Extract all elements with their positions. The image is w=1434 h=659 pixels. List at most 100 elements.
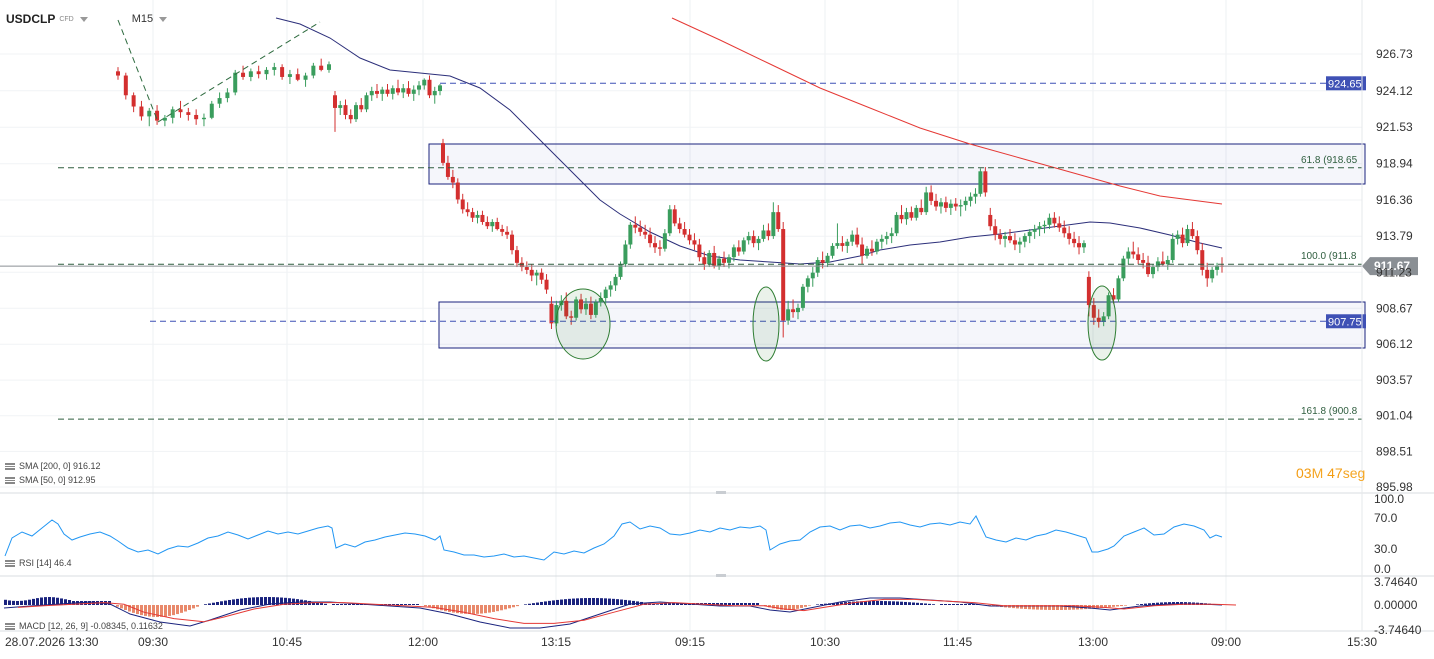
candle xyxy=(840,236,845,252)
candle-body xyxy=(934,200,939,207)
macd-axis-label: 0.00000 xyxy=(1374,598,1418,612)
indicator-settings-icon[interactable] xyxy=(5,622,15,630)
candle-body xyxy=(417,85,421,90)
candle xyxy=(534,269,539,286)
timeframe-selector[interactable]: M15 xyxy=(131,13,154,25)
candle-body xyxy=(209,103,214,118)
macd-histogram-bar xyxy=(1012,605,1015,609)
candle xyxy=(791,299,796,318)
candle xyxy=(643,224,648,239)
candle-body xyxy=(1037,226,1042,230)
candle-body xyxy=(865,248,870,256)
macd-histogram-bar xyxy=(852,601,855,605)
candle xyxy=(1072,231,1077,248)
candle-body xyxy=(929,192,934,201)
candle xyxy=(884,231,889,245)
macd-histogram-bar xyxy=(948,604,951,605)
symbol-dropdown-icon[interactable] xyxy=(79,16,88,22)
candle-body xyxy=(375,91,379,94)
candle xyxy=(830,243,835,259)
timeframe-dropdown-icon[interactable] xyxy=(159,16,168,22)
indicator-settings-icon[interactable] xyxy=(5,462,15,470)
candle xyxy=(359,98,364,113)
price-axis-label: 918.94 xyxy=(1376,157,1413,171)
candle-body xyxy=(1155,261,1160,268)
indicator-settings-icon[interactable] xyxy=(5,476,15,484)
candle xyxy=(909,206,914,221)
candle-body xyxy=(1215,265,1220,270)
candle-body xyxy=(1136,254,1141,261)
moving-averages-layer xyxy=(275,17,1223,265)
macd-histogram-bar xyxy=(1144,603,1147,605)
candle-body xyxy=(697,244,702,258)
macd-histogram-bar xyxy=(652,603,655,605)
candle-body xyxy=(287,74,292,77)
candle-body xyxy=(889,233,894,237)
candle xyxy=(505,226,510,239)
candle xyxy=(613,274,618,291)
macd-histogram-bar xyxy=(964,604,967,605)
candle xyxy=(1136,247,1141,265)
candle-body xyxy=(973,193,978,197)
candle xyxy=(731,244,736,262)
macd-histogram-bar xyxy=(1028,605,1031,610)
macd-histogram-bar xyxy=(868,601,871,605)
indicator-sma50-row[interactable]: SMA [50, 0] 912.95 xyxy=(5,475,96,485)
macd-histogram-bar xyxy=(64,599,67,605)
candle-body xyxy=(1185,229,1190,244)
candle xyxy=(825,252,830,268)
candle-body xyxy=(123,75,128,96)
candle-body xyxy=(623,244,628,265)
candle xyxy=(628,221,633,249)
candle-body xyxy=(894,214,899,234)
symbol-name[interactable]: USDCLP xyxy=(6,12,56,26)
indicator-macd-row[interactable]: MACD [12, 26, 9] -0.08345, 0.11632 xyxy=(5,621,163,631)
indicator-sma200-row[interactable]: SMA [200, 0] 916.12 xyxy=(5,461,101,471)
candle-body xyxy=(1042,224,1047,227)
candle-body xyxy=(549,303,554,324)
macd-histogram-bar xyxy=(924,603,927,605)
candle-body xyxy=(1022,236,1027,242)
macd-histogram-bar xyxy=(148,605,151,617)
candle xyxy=(662,229,667,252)
candle-body xyxy=(830,245,835,256)
candle-body xyxy=(860,244,865,256)
candle xyxy=(579,293,584,314)
price-axis-label: 911.23 xyxy=(1376,265,1412,279)
candle-body xyxy=(139,106,144,117)
indicator-rsi-row[interactable]: RSI [14] 46.4 xyxy=(5,558,72,568)
time-axis-label: 28.07.2026 13:30 xyxy=(5,635,99,649)
candle-body xyxy=(529,269,534,276)
candle xyxy=(1180,227,1185,248)
indicator-settings-icon[interactable] xyxy=(5,559,15,567)
macd-histogram-bar xyxy=(196,605,199,607)
candle xyxy=(475,210,480,224)
candle-body xyxy=(303,75,308,80)
candle-body xyxy=(1146,262,1151,275)
macd-histogram-bar xyxy=(680,603,683,605)
macd-histogram-bar xyxy=(528,603,531,605)
candle-body xyxy=(1007,236,1012,241)
candle-body xyxy=(539,272,544,280)
candle-body xyxy=(256,71,261,75)
macd-histogram-bar xyxy=(804,605,807,607)
candle-body xyxy=(264,69,269,75)
candle xyxy=(776,205,781,232)
macd-histogram-bar xyxy=(336,604,339,605)
candle xyxy=(385,83,390,97)
macd-histogram-bar xyxy=(884,601,887,605)
candle xyxy=(653,236,658,253)
candle xyxy=(500,224,505,237)
time-axis-label: 09:30 xyxy=(138,635,168,649)
macd-histogram-bar xyxy=(180,605,183,613)
macd-histogram-bar xyxy=(956,604,959,605)
fib-label: 100.0 (911.8 xyxy=(1301,251,1357,262)
macd-histogram-bar xyxy=(20,600,23,605)
candle-body xyxy=(993,226,998,235)
candle-body xyxy=(233,72,238,93)
candle-body xyxy=(657,247,662,249)
price-axis-label: 895.98 xyxy=(1376,480,1413,494)
macd-histogram-bar xyxy=(560,599,563,605)
candle-body xyxy=(766,230,771,237)
